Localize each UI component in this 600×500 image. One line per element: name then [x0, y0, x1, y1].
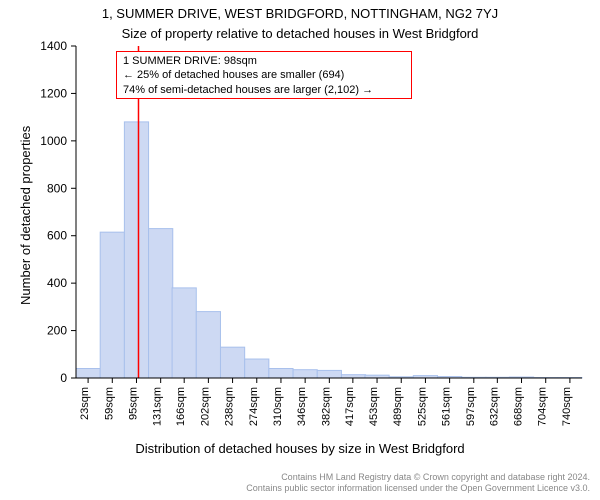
x-tick-label: 525sqm [416, 387, 428, 426]
histogram-bar [124, 122, 148, 378]
x-tick-label: 346sqm [296, 387, 308, 426]
x-tick-label: 131sqm [152, 387, 164, 426]
histogram-bar [220, 347, 244, 378]
histogram-bar [100, 232, 124, 378]
x-tick-label: 668sqm [513, 387, 525, 426]
histogram-bar [293, 370, 317, 378]
x-tick-label: 310sqm [272, 387, 284, 426]
x-tick-label: 597sqm [465, 387, 477, 426]
x-tick-label: 274sqm [248, 387, 260, 426]
histogram-bar [76, 369, 100, 378]
histogram-bar [172, 288, 196, 378]
annotation-line-2: ← 25% of detached houses are smaller (69… [123, 68, 405, 82]
x-tick-label: 561sqm [441, 387, 453, 426]
x-tick-label: 166sqm [175, 387, 187, 426]
histogram-bar [149, 229, 173, 378]
annotation-box: 1 SUMMER DRIVE: 98sqm ← 25% of detached … [116, 51, 412, 99]
histogram-bar [245, 359, 269, 378]
histogram-bar [269, 369, 293, 378]
x-tick-label: 238sqm [224, 387, 236, 426]
x-tick-label: 59sqm [103, 387, 115, 420]
chart-title-address: 1, SUMMER DRIVE, WEST BRIDGFORD, NOTTING… [0, 6, 600, 21]
x-tick-label: 704sqm [537, 387, 549, 426]
y-tick-label: 400 [47, 276, 67, 290]
y-tick-label: 1200 [40, 86, 67, 100]
y-tick-label: 600 [47, 229, 67, 243]
credits-line-1: Contains HM Land Registry data © Crown c… [246, 472, 590, 483]
histogram-bar [196, 312, 220, 378]
y-tick-label: 0 [60, 371, 67, 385]
x-tick-label: 453sqm [368, 387, 380, 426]
x-tick-label: 489sqm [392, 387, 404, 426]
credits: Contains HM Land Registry data © Crown c… [246, 472, 590, 495]
x-tick-label: 382sqm [320, 387, 332, 426]
annotation-line-1: 1 SUMMER DRIVE: 98sqm [123, 54, 405, 68]
y-axis-label: Number of detached properties [18, 126, 33, 305]
y-tick-label: 200 [47, 324, 67, 338]
x-tick-label: 417sqm [344, 387, 356, 426]
x-tick-label: 23sqm [79, 387, 91, 420]
histogram-plot: 020040060080010001200140023sqm59sqm95sqm… [76, 46, 582, 448]
credits-line-2: Contains public sector information licen… [246, 483, 590, 494]
y-tick-label: 1400 [40, 39, 67, 53]
chart-subtitle: Size of property relative to detached ho… [0, 26, 600, 41]
x-tick-label: 95sqm [127, 387, 139, 420]
y-tick-label: 1000 [40, 134, 67, 148]
x-tick-label: 632sqm [488, 387, 500, 426]
x-axis-label: Distribution of detached houses by size … [0, 441, 600, 456]
annotation-line-3: 74% of semi-detached houses are larger (… [123, 83, 405, 97]
histogram-bar [317, 370, 341, 378]
x-tick-label: 202sqm [199, 387, 211, 426]
x-tick-label: 740sqm [561, 387, 573, 426]
y-tick-label: 800 [47, 181, 67, 195]
